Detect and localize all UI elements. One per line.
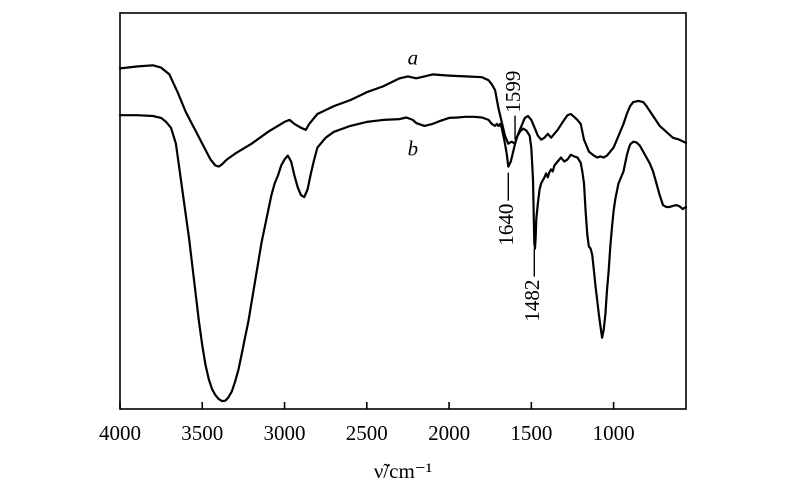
series-b-line (118, 114, 688, 403)
series-b-label: b (408, 137, 419, 161)
x-tick-label-3000: 3000 (264, 421, 306, 445)
series-a-label: a (408, 45, 419, 69)
plot-frame (119, 12, 687, 410)
x-tick-label-1000: 1000 (593, 421, 635, 445)
peak-1640-label: 1640 (494, 204, 518, 246)
peak-1482-label: 1482 (520, 280, 544, 322)
peak-1599-label: 1599 (501, 71, 525, 113)
x-axis-title: ν̃/cm⁻¹ (374, 459, 432, 483)
x-axis-tick-labels: 4000 3500 3000 2500 2000 1500 1000 (99, 421, 635, 445)
x-tick-label-3500: 3500 (181, 421, 223, 445)
x-axis-ticks (119, 402, 615, 409)
series-a-line (118, 64, 688, 168)
x-tick-label-4000: 4000 (99, 421, 141, 445)
x-tick-label-2500: 2500 (346, 421, 388, 445)
x-tick-label-1500: 1500 (510, 421, 552, 445)
peak-annotations: 1599 1640 1482 (494, 71, 544, 322)
series-labels: ab (408, 45, 419, 160)
spectrum-curves (118, 64, 688, 403)
x-tick-label-2000: 2000 (428, 421, 470, 445)
